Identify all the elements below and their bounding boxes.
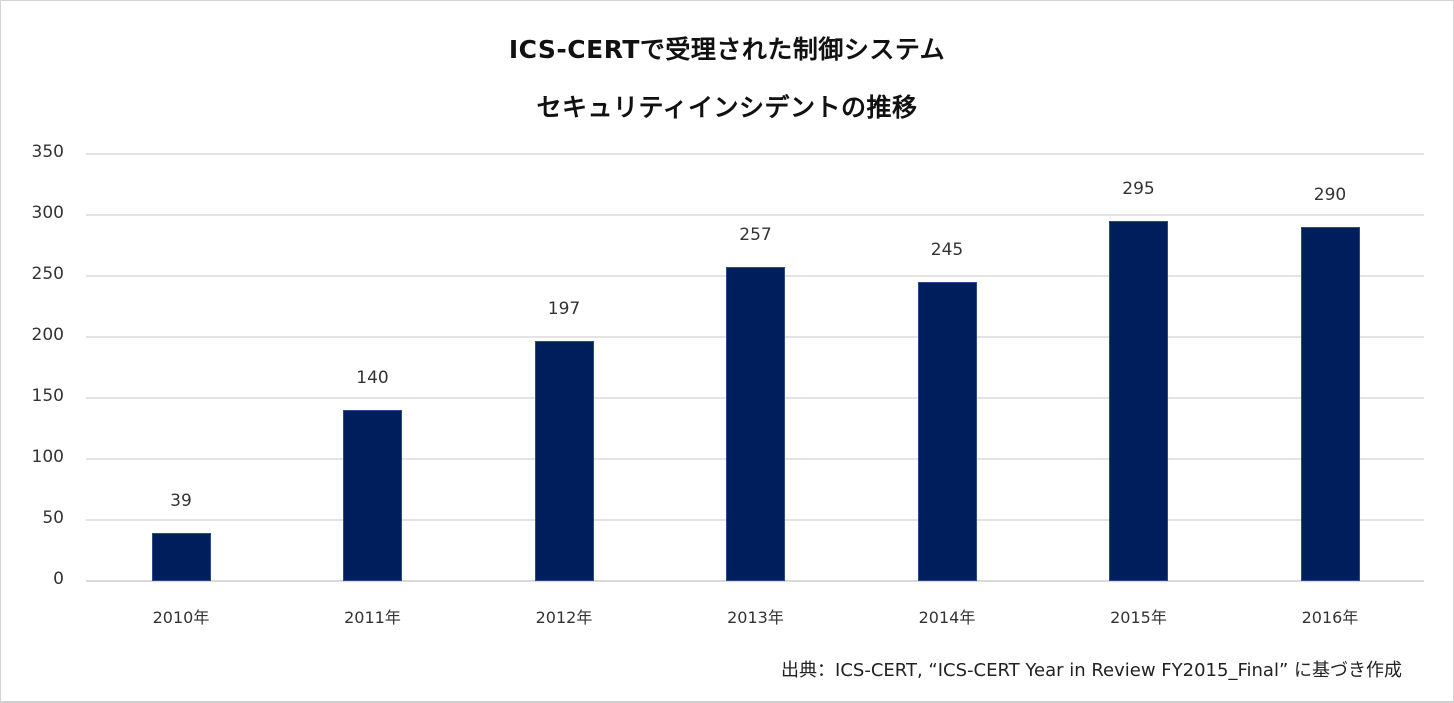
bar-2015年 (1109, 221, 1168, 581)
bar-2013年 (726, 267, 785, 581)
data-label: 290 (1313, 185, 1347, 206)
chart-title-line1: ICS-CERTで受理された制御システム (508, 35, 946, 64)
y-tick-label: 100 (31, 447, 64, 467)
x-tick-label: 2016年 (1301, 608, 1359, 627)
data-label: 140 (356, 368, 389, 389)
source-note: 出典：ICS-CERT, “ICS-CERT Year in Review FY… (781, 660, 1402, 681)
x-tick-label: 2015年 (1110, 608, 1167, 627)
bar-2016年 (1300, 227, 1360, 581)
x-tick-label: 2012年 (535, 608, 593, 627)
bar-2012年 (534, 340, 594, 581)
y-tick-label: 200 (31, 325, 64, 345)
x-tick-label: 2013年 (727, 608, 784, 627)
y-tick-label: 0 (53, 569, 64, 589)
x-tick-label: 2014年 (918, 608, 976, 627)
y-tick-label: 150 (31, 386, 64, 406)
bar-2011年 (343, 410, 402, 581)
data-label: 257 (739, 225, 772, 246)
data-label: 295 (1122, 179, 1155, 200)
x-axis-line (86, 580, 1424, 582)
data-label: 39 (170, 491, 192, 512)
gridline (86, 214, 1424, 216)
data-label: 197 (547, 298, 581, 319)
bar-2010年 (151, 533, 211, 581)
y-tick-label: 250 (31, 264, 64, 284)
gridline (86, 153, 1424, 155)
y-tick-label: 350 (31, 142, 64, 162)
x-tick-label: 2010年 (152, 608, 210, 627)
y-tick-label: 50 (42, 508, 64, 528)
data-label: 245 (930, 240, 964, 261)
bar-2014年 (917, 282, 977, 581)
x-tick-label: 2011年 (344, 608, 401, 627)
chart-title-line2: セキュリティインシデントの推移 (536, 93, 918, 122)
y-tick-label: 300 (31, 203, 64, 223)
